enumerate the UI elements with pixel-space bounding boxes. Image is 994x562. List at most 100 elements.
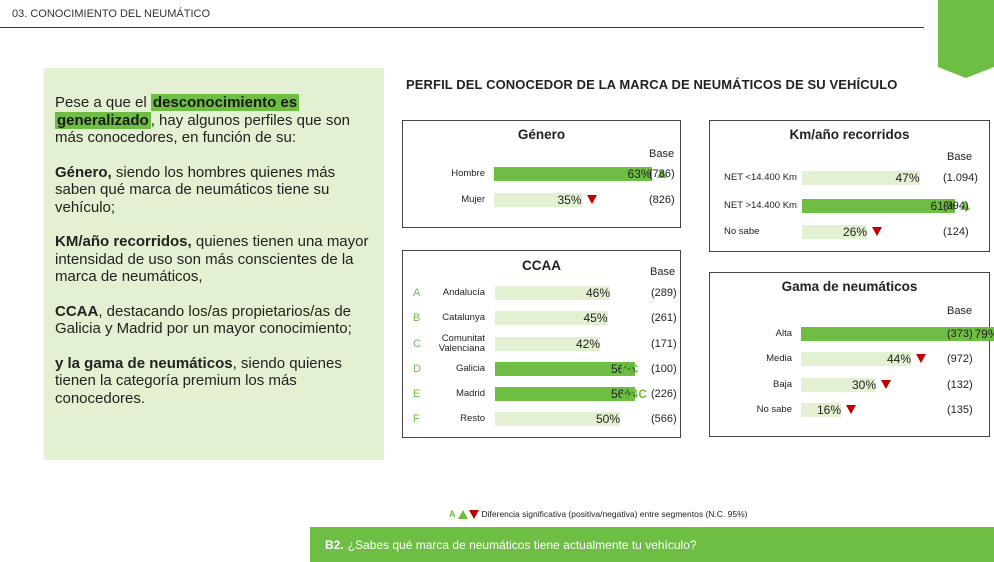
bar-row: A Andalucía 46% (289) bbox=[403, 283, 680, 303]
legend-letter: A bbox=[449, 509, 456, 519]
down-arrow-icon bbox=[846, 405, 856, 414]
base-count: (1.094) bbox=[943, 172, 978, 184]
segment-letter: F bbox=[413, 413, 420, 425]
base-count: (124) bbox=[943, 226, 969, 238]
category-label: Galicia bbox=[455, 363, 485, 374]
base-count: (972) bbox=[947, 353, 973, 365]
chart-title: Gama de neumáticos bbox=[781, 279, 918, 294]
value-label: 79% bbox=[974, 327, 994, 341]
down-arrow-icon bbox=[916, 354, 926, 363]
down-arrow-icon bbox=[586, 195, 597, 204]
base-header: Base bbox=[650, 266, 676, 278]
category-label: Resto bbox=[460, 413, 485, 424]
base-count: (100) bbox=[651, 363, 677, 375]
bar bbox=[801, 403, 841, 417]
bar bbox=[495, 337, 600, 351]
up-arrow-icon bbox=[457, 509, 468, 519]
question-text: ¿Sabes qué marca de neumáticos tiene act… bbox=[347, 537, 697, 552]
up-arrow-icon bbox=[656, 169, 667, 178]
bar bbox=[495, 387, 635, 401]
value-label: 26% bbox=[843, 225, 868, 239]
base-count: (373) bbox=[947, 328, 973, 340]
summary-panel: Pese a que el desconocimiento es generali… bbox=[44, 68, 384, 460]
segment-letter: C bbox=[413, 338, 421, 350]
category-label: Andalucía bbox=[442, 287, 485, 298]
chart-km-ano: Km/año recorridos Base NET <14.400 Km 47%… bbox=[709, 120, 990, 252]
bar bbox=[495, 412, 620, 426]
segment-letter: E bbox=[413, 388, 421, 400]
category-label: NET <14.400 Km bbox=[724, 172, 797, 183]
value-label: 47% bbox=[895, 171, 920, 185]
category-label: Madrid bbox=[455, 388, 485, 399]
bar-row: Mujer 35% (826) bbox=[403, 190, 680, 210]
value-label: 35% bbox=[557, 193, 582, 207]
value-label: 45% bbox=[583, 311, 608, 325]
summary-km: KM/año recorridos, quienes tienen una ma… bbox=[55, 233, 369, 285]
category-label: Comunitat Valenciana bbox=[438, 333, 485, 354]
category-label: Hombre bbox=[451, 168, 485, 179]
base-count: (171) bbox=[651, 338, 677, 350]
bar bbox=[801, 352, 911, 366]
bar-row: C Comunitat Valenciana 42% (171) bbox=[403, 334, 680, 354]
value-label: 56% bbox=[611, 387, 636, 401]
bar bbox=[801, 378, 876, 392]
chart-title: CCAA bbox=[522, 258, 561, 273]
down-arrow-icon bbox=[881, 380, 891, 389]
segment-letter: A bbox=[413, 287, 421, 299]
bar bbox=[801, 327, 994, 341]
bar-row: Hombre 63% (786) bbox=[403, 164, 680, 184]
question-code: B2. bbox=[325, 537, 344, 552]
base-header: Base bbox=[649, 148, 675, 160]
base-header: Base bbox=[947, 151, 973, 163]
question-footer: B2. ¿Sabes qué marca de neumáticos tiene… bbox=[310, 527, 994, 562]
down-arrow-icon bbox=[468, 509, 479, 519]
value-label: 46% bbox=[586, 286, 611, 300]
base-count: (226) bbox=[651, 388, 677, 400]
highlight-term: desconocimiento es bbox=[150, 94, 300, 111]
category-label: Catalunya bbox=[442, 312, 485, 323]
value-label: 30% bbox=[852, 378, 877, 392]
down-arrow-icon bbox=[872, 227, 882, 236]
significance-letters: ABC bbox=[621, 387, 647, 401]
bar-row: F Resto 50% (566) bbox=[403, 409, 680, 429]
summary-intro: Pese a que el desconocimiento es generali… bbox=[55, 94, 351, 146]
bar bbox=[802, 225, 867, 239]
bar-row: NET >14.400 Km 61% (394) bbox=[710, 196, 989, 216]
chart-gama: Gama de neumáticos Base Alta 79%(373) Medi… bbox=[709, 272, 994, 437]
significance-letters: BC bbox=[621, 362, 639, 376]
bar-row: D Galicia 56% BC (100) bbox=[403, 359, 680, 379]
category-label: Baja bbox=[772, 379, 792, 390]
base-header: Base bbox=[947, 305, 973, 317]
bar bbox=[802, 171, 920, 185]
summary-ccaa: CCAA, destacando los/as propietarios/as … bbox=[55, 302, 352, 338]
chart-main-title: PERFIL DEL CONOCEDOR DE LA MARCA DE NEUM… bbox=[406, 77, 898, 92]
chart-ccaa: CCAA Base A Andalucía 46% (289) B Catalunya 45… bbox=[402, 250, 681, 438]
segment-letter: B bbox=[413, 312, 421, 324]
bar bbox=[494, 167, 652, 181]
summary-gender: Género, siendo los hombres quienes más s… bbox=[55, 163, 336, 216]
value-label: 50% bbox=[596, 412, 621, 426]
bar-row: E Madrid 56% ABC (226) bbox=[403, 384, 680, 404]
category-label: No sabe bbox=[724, 226, 760, 237]
value-label: 56% bbox=[611, 362, 636, 376]
bar-row: Media 44% (972) bbox=[710, 349, 989, 369]
bar-row: Alta 79%(373) bbox=[710, 324, 994, 344]
section-label: 03. CONOCIMIENTO DEL NEUMÁTICO bbox=[12, 8, 211, 20]
base-count: (289) bbox=[651, 287, 677, 299]
base-count: (132) bbox=[947, 379, 973, 391]
category-label: Mujer bbox=[461, 194, 485, 205]
value-label: 63% bbox=[627, 167, 652, 181]
bar-row: No sabe 16% (135) bbox=[710, 400, 989, 420]
bar bbox=[495, 286, 610, 300]
base-count: (566) bbox=[651, 413, 677, 425]
category-label: Alta bbox=[775, 328, 792, 339]
base-count: (826) bbox=[649, 194, 675, 206]
base-count: (135) bbox=[947, 404, 973, 416]
base-count: (394) bbox=[943, 200, 969, 212]
category-label: No sabe bbox=[756, 404, 792, 415]
category-label: NET >14.400 Km bbox=[724, 200, 797, 211]
corner-tab-decoration bbox=[938, 0, 994, 78]
bar bbox=[802, 199, 955, 213]
chart-genero: Género Base Hombre 63% (786) Mujer 35% (826) bbox=[402, 120, 681, 228]
bar-row: Baja 30% (132) bbox=[710, 375, 989, 395]
